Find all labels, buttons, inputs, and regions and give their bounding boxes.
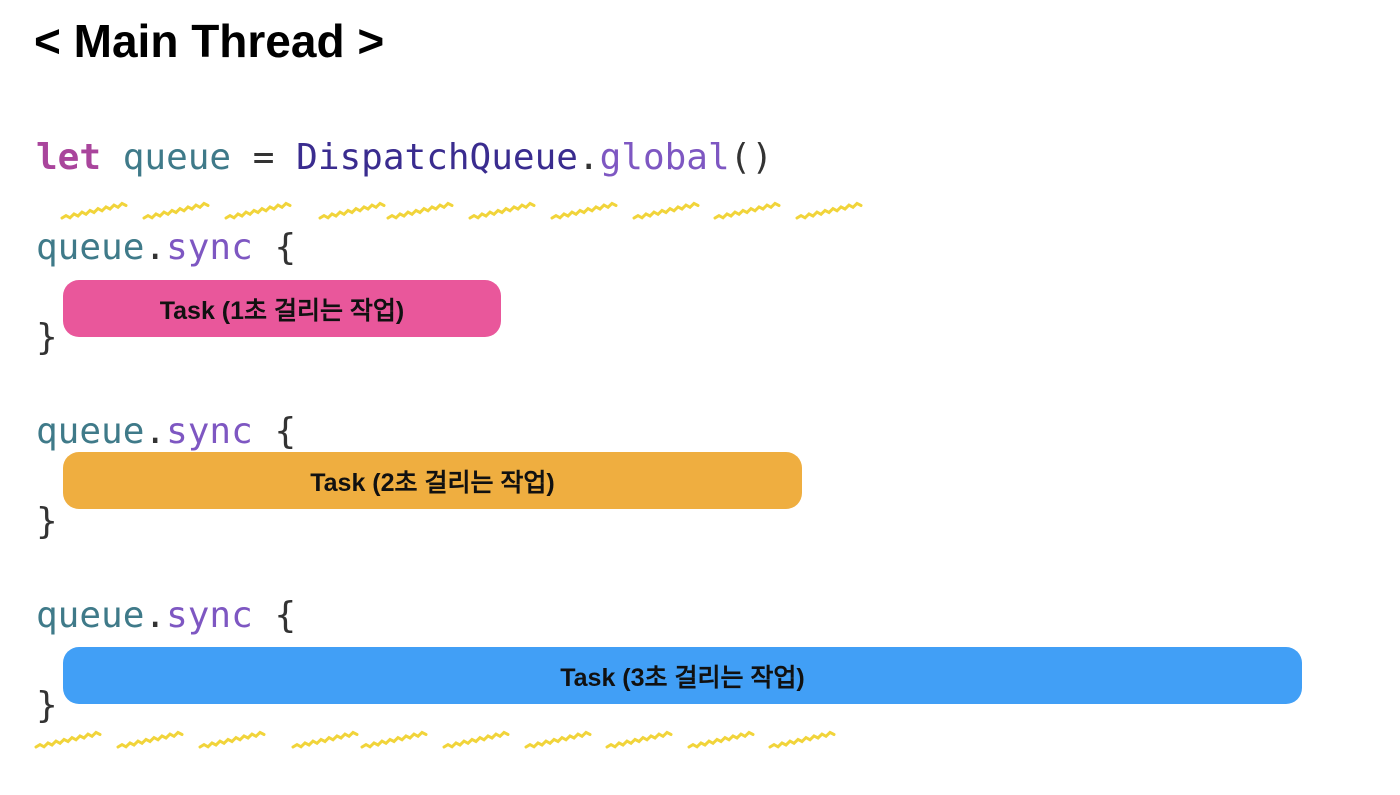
- queue-receiver: queue: [36, 227, 145, 268]
- squiggle-dash: [198, 730, 266, 749]
- close-brace-1: }: [36, 318, 58, 358]
- squiggle-dash: [224, 201, 292, 220]
- squiggle-dash: [687, 730, 755, 749]
- global-method: global: [599, 137, 730, 178]
- sync-method: sync: [166, 595, 253, 636]
- dot: .: [144, 411, 167, 452]
- queue-receiver: queue: [36, 595, 145, 636]
- open-brace: {: [274, 595, 297, 636]
- assignment-operator: =: [252, 137, 275, 178]
- squiggle-dash: [60, 201, 128, 220]
- task-label-3: Task (3초 걸리는 작업): [560, 663, 805, 692]
- squiggle-dash: [360, 730, 428, 749]
- squiggle-dash: [318, 201, 386, 220]
- squiggle-dash: [34, 730, 102, 749]
- squiggle-dash: [524, 730, 592, 749]
- squiggle-row-top: [60, 201, 863, 220]
- squiggle-dash: [605, 730, 673, 749]
- task-label-2: Task (2초 걸리는 작업): [310, 468, 555, 497]
- dot: .: [144, 595, 167, 636]
- squiggle-dash: [142, 201, 210, 220]
- squiggle-dash: [632, 201, 700, 220]
- close-brace: }: [36, 317, 58, 358]
- squiggle-dash: [795, 201, 863, 220]
- dot: .: [577, 137, 600, 178]
- squiggle-dash: [116, 730, 184, 749]
- let-keyword: let: [36, 137, 102, 178]
- squiggle-dash: [291, 730, 359, 749]
- squiggle-row-bottom: [34, 730, 836, 749]
- open-brace: {: [274, 411, 297, 452]
- task-box-3: Task (3초 걸리는 작업): [63, 647, 1302, 704]
- squiggle-dash: [768, 730, 836, 749]
- task-box-2: Task (2초 걸리는 작업): [63, 452, 802, 509]
- queue-variable: queue: [122, 137, 232, 178]
- close-brace-2: }: [36, 502, 58, 542]
- sync-call-line-3: queue.sync {: [36, 596, 296, 636]
- sync-call-line-2: queue.sync {: [36, 412, 296, 452]
- queue-receiver: queue: [36, 411, 145, 452]
- task-box-1: Task (1초 걸리는 작업): [63, 280, 501, 337]
- squiggle-dash: [468, 201, 536, 220]
- dot: .: [144, 227, 167, 268]
- squiggle-dash: [386, 201, 454, 220]
- close-brace: }: [36, 685, 58, 726]
- task-label-1: Task (1초 걸리는 작업): [159, 296, 405, 325]
- close-brace: }: [36, 501, 58, 542]
- squiggle-dash: [442, 730, 510, 749]
- close-brace-3: }: [36, 686, 58, 726]
- open-brace: {: [274, 227, 297, 268]
- declaration-line: let queue = DispatchQueue.global(): [36, 138, 773, 178]
- squiggle-dash: [550, 201, 618, 220]
- sync-method: sync: [166, 227, 253, 268]
- sync-method: sync: [166, 411, 253, 452]
- sync-call-line-1: queue.sync {: [36, 228, 296, 268]
- squiggle-dash: [713, 201, 781, 220]
- call-parens: (): [729, 137, 774, 178]
- dispatchqueue-type: DispatchQueue: [296, 137, 578, 178]
- page-title: < Main Thread >: [34, 15, 385, 67]
